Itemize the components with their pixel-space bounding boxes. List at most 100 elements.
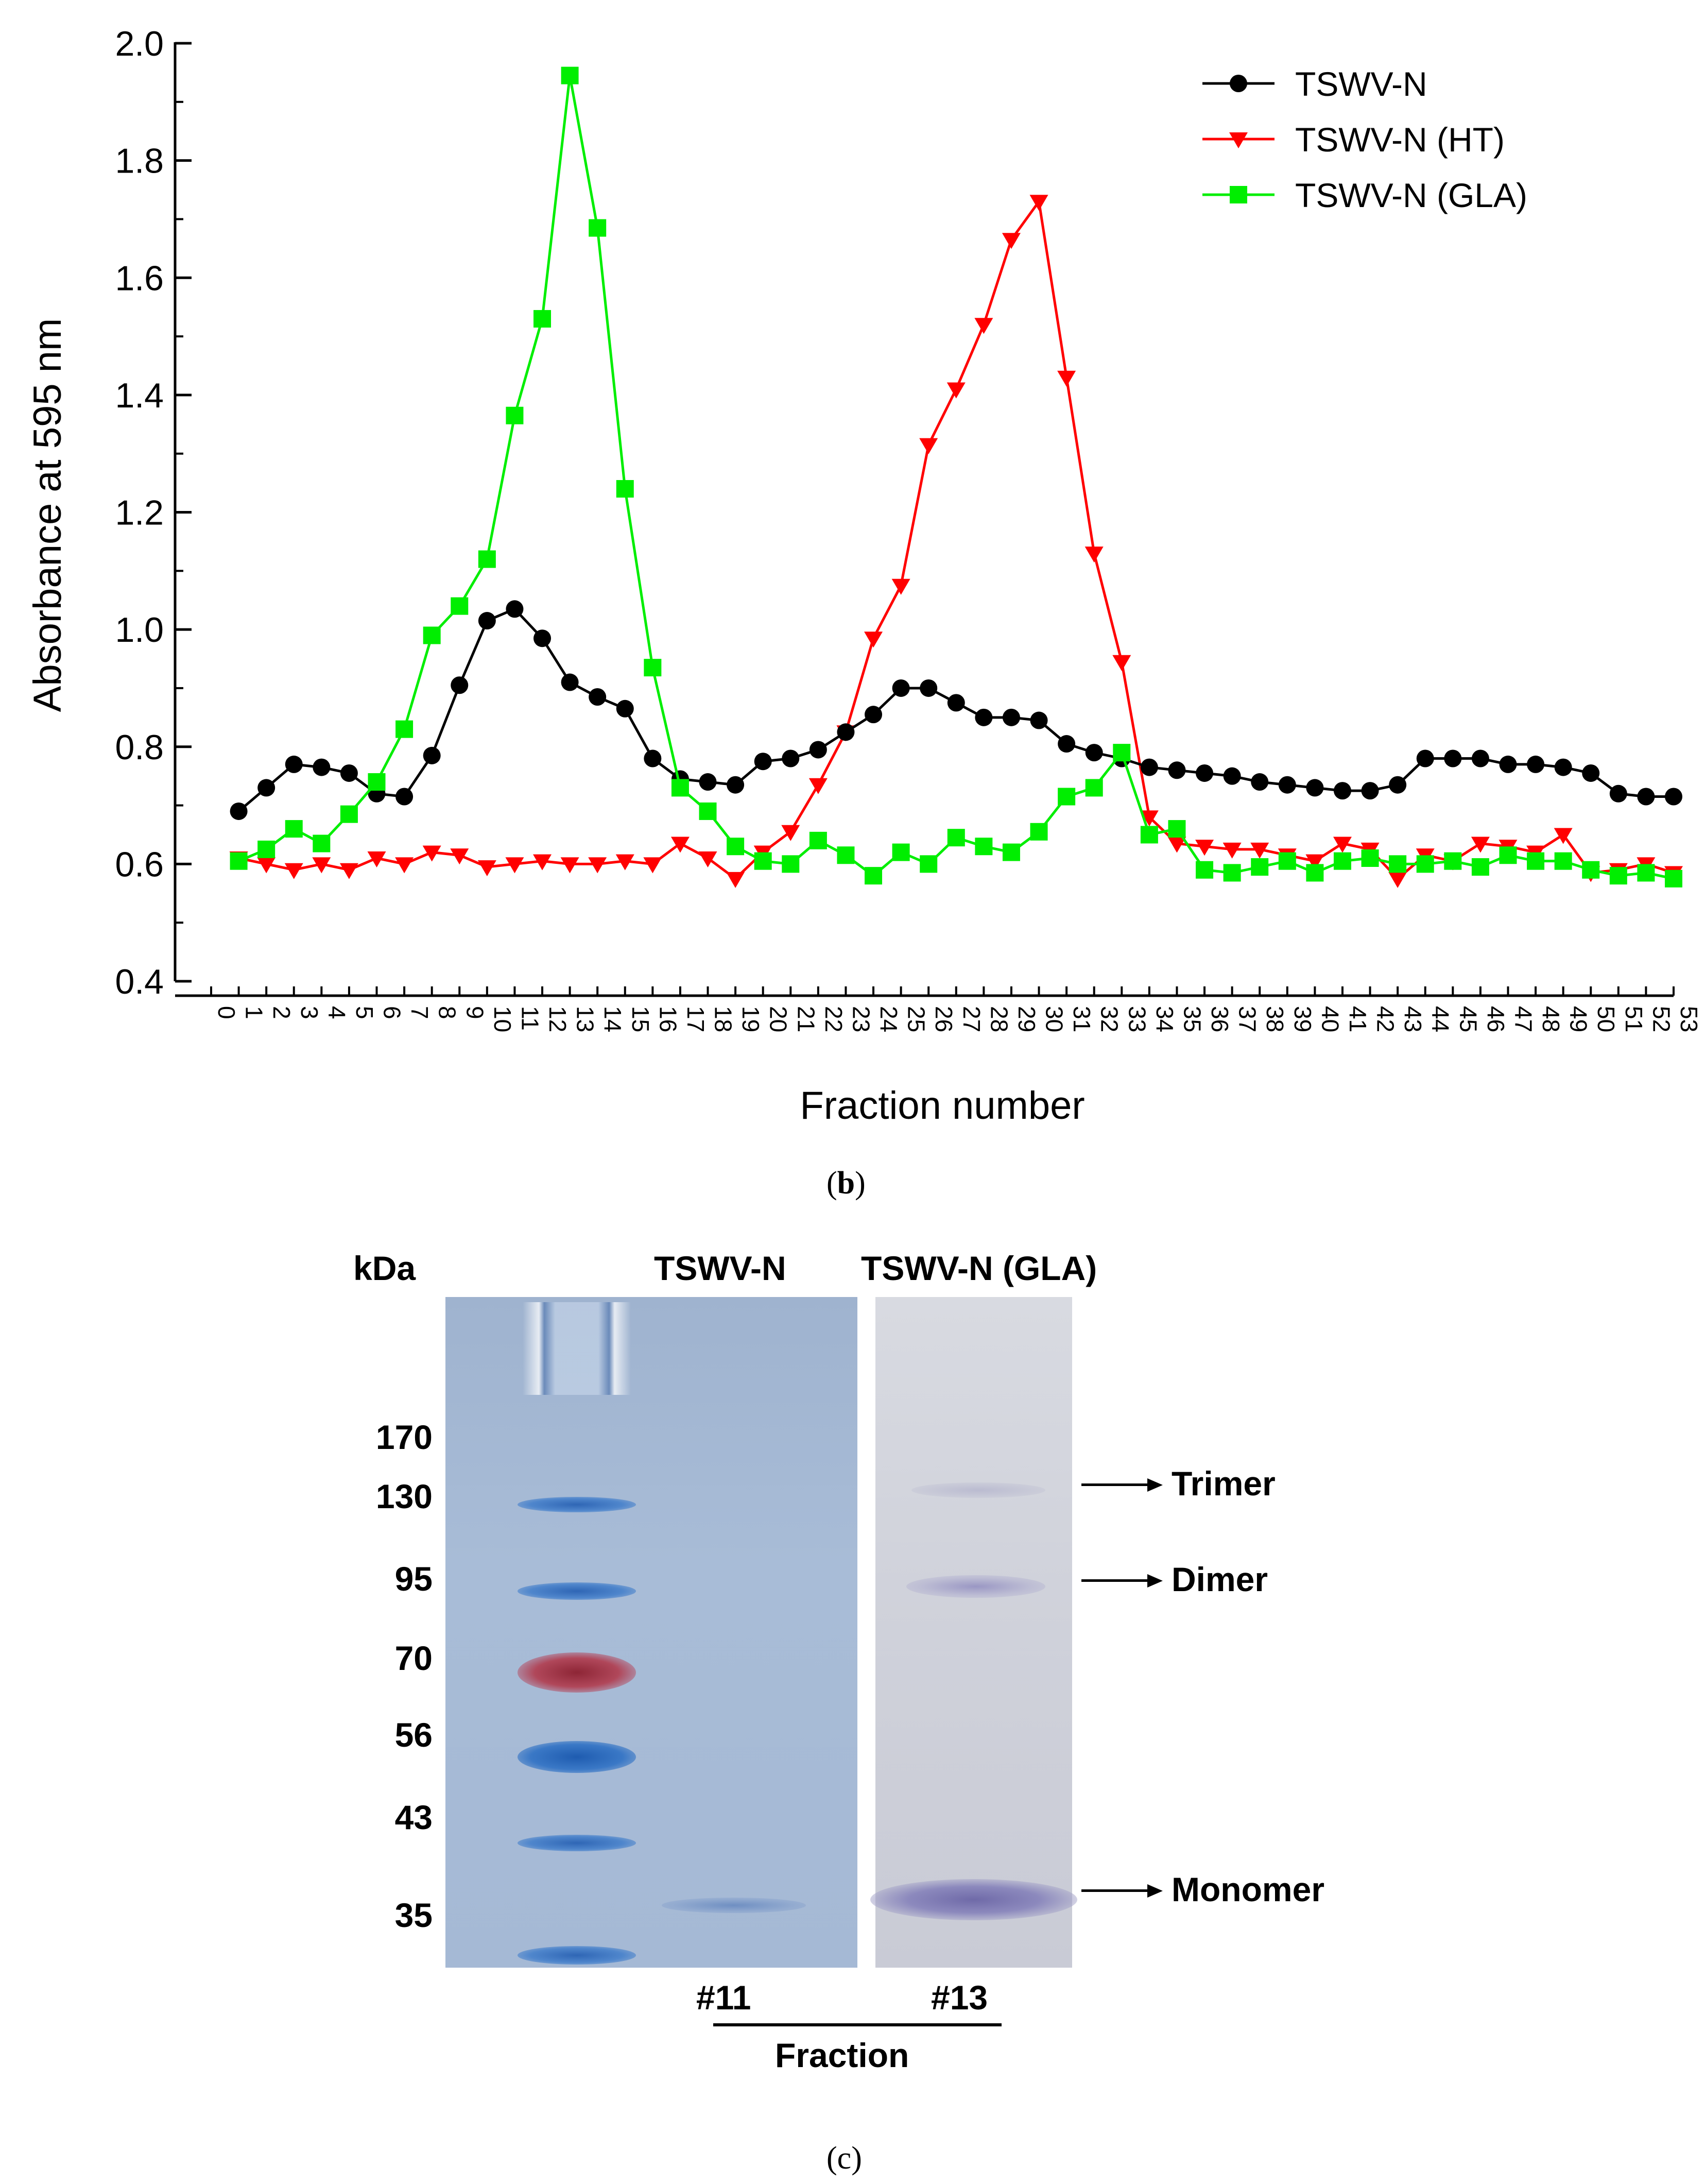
data-point — [257, 857, 276, 874]
data-point — [312, 857, 331, 874]
fraction-bracket — [713, 2023, 1002, 2026]
data-point — [230, 802, 248, 820]
x-tick-label: 29 — [1013, 1006, 1040, 1032]
data-point — [1029, 195, 1048, 211]
data-point — [1030, 823, 1048, 841]
x-tick-label: 34 — [1151, 1006, 1178, 1032]
data-point — [671, 779, 689, 797]
x-tick-label: 28 — [986, 1006, 1012, 1032]
data-point — [589, 219, 607, 237]
data-point — [1444, 852, 1462, 870]
y-tick-label: 1.6 — [115, 259, 164, 298]
data-point — [395, 788, 414, 806]
legend: TSWV-N TSWV-N (HT) TSWV-N (GLA) — [1202, 65, 1527, 214]
mw-marker-70: 70 — [394, 1639, 433, 1677]
legend-label: TSWV-N — [1295, 65, 1427, 103]
x-tick-label: 40 — [1317, 1006, 1344, 1032]
dimer-arrow-head — [1147, 1574, 1163, 1588]
x-tick-label: 20 — [765, 1006, 792, 1032]
mw-marker-56: 56 — [394, 1716, 433, 1754]
data-point — [339, 863, 358, 879]
data-point — [615, 854, 634, 871]
data-point — [561, 673, 579, 691]
data-point — [726, 872, 745, 888]
data-point — [478, 612, 496, 630]
data-point — [947, 694, 965, 712]
panel-label-b: (b) — [826, 1166, 866, 1201]
data-point — [616, 699, 634, 718]
data-point — [782, 855, 800, 873]
lane-label-tswv-n: TSWV-N — [654, 1249, 786, 1287]
data-point — [1223, 767, 1241, 785]
data-point — [643, 857, 662, 874]
data-point — [1196, 764, 1214, 782]
data-point — [1582, 861, 1600, 879]
y-tick-label: 0.8 — [115, 728, 164, 767]
x-tick-label: 50 — [1593, 1006, 1620, 1032]
series-tswv-n — [230, 600, 1682, 820]
data-point — [1637, 788, 1655, 806]
x-tick-label: 47 — [1510, 1006, 1537, 1032]
data-point — [698, 851, 717, 867]
mw-marker-95: 95 — [394, 1560, 433, 1598]
data-point — [865, 867, 883, 885]
data-point — [782, 749, 800, 767]
fraction-13-label: #13 — [931, 1978, 988, 2017]
data-point — [340, 805, 358, 823]
x-tick-label: 38 — [1262, 1006, 1288, 1032]
x-tick-label: 7 — [406, 1006, 433, 1019]
data-point — [589, 688, 607, 706]
x-tick-label: 10 — [489, 1006, 516, 1032]
data-point — [1278, 776, 1296, 794]
series-tswv-n-gla — [230, 66, 1682, 888]
x-tick-label: 53 — [1676, 1006, 1702, 1032]
data-point — [754, 753, 772, 771]
data-point — [561, 66, 579, 84]
data-point — [644, 749, 662, 767]
fraction-13-trimer-band — [911, 1482, 1045, 1498]
ladder-band-43 — [518, 1835, 636, 1851]
data-point — [1084, 547, 1104, 563]
trimer-arrow — [1081, 1483, 1148, 1486]
x-tick-label: 35 — [1179, 1006, 1205, 1032]
data-point — [533, 854, 552, 871]
data-point — [1223, 864, 1241, 882]
data-point — [1388, 872, 1407, 888]
x-tick-label: 39 — [1289, 1006, 1316, 1032]
x-tick-label: 16 — [655, 1006, 681, 1032]
data-point — [699, 773, 717, 791]
data-point — [1333, 852, 1351, 870]
ladder-band-95 — [518, 1582, 636, 1600]
data-point — [1112, 655, 1131, 671]
y-tick-label: 1.0 — [115, 610, 164, 650]
data-point — [892, 843, 910, 861]
data-point — [1002, 708, 1020, 726]
panel-label-c: (c) — [826, 2141, 862, 2176]
data-point — [1251, 773, 1269, 791]
data-point — [1499, 755, 1517, 773]
data-point — [754, 852, 772, 870]
data-point — [423, 746, 441, 764]
kda-header: kDa — [353, 1249, 416, 1287]
ladder-band-35 — [518, 1946, 636, 1965]
series-layer — [229, 66, 1683, 888]
data-point — [560, 857, 579, 874]
data-point — [313, 758, 331, 776]
x-tick-label: 8 — [434, 1006, 461, 1019]
data-point — [1554, 852, 1572, 870]
x-tick-label: 45 — [1455, 1006, 1482, 1032]
data-point — [808, 778, 828, 794]
data-point — [367, 851, 386, 867]
x-tick-label: 46 — [1483, 1006, 1509, 1032]
x-tick-label: 26 — [931, 1006, 957, 1032]
y-tick-label: 2.0 — [115, 24, 164, 63]
x-tick-label: 19 — [737, 1006, 764, 1032]
x-axis-title: Fraction number — [800, 1084, 1084, 1128]
x-tick-label: 0 — [213, 1006, 240, 1019]
x-tick-label: 33 — [1124, 1006, 1150, 1032]
data-point — [1665, 869, 1682, 888]
y-tick-label: 1.8 — [115, 142, 164, 181]
series-line — [238, 198, 1674, 881]
data-point — [450, 848, 469, 865]
data-point — [451, 597, 469, 615]
